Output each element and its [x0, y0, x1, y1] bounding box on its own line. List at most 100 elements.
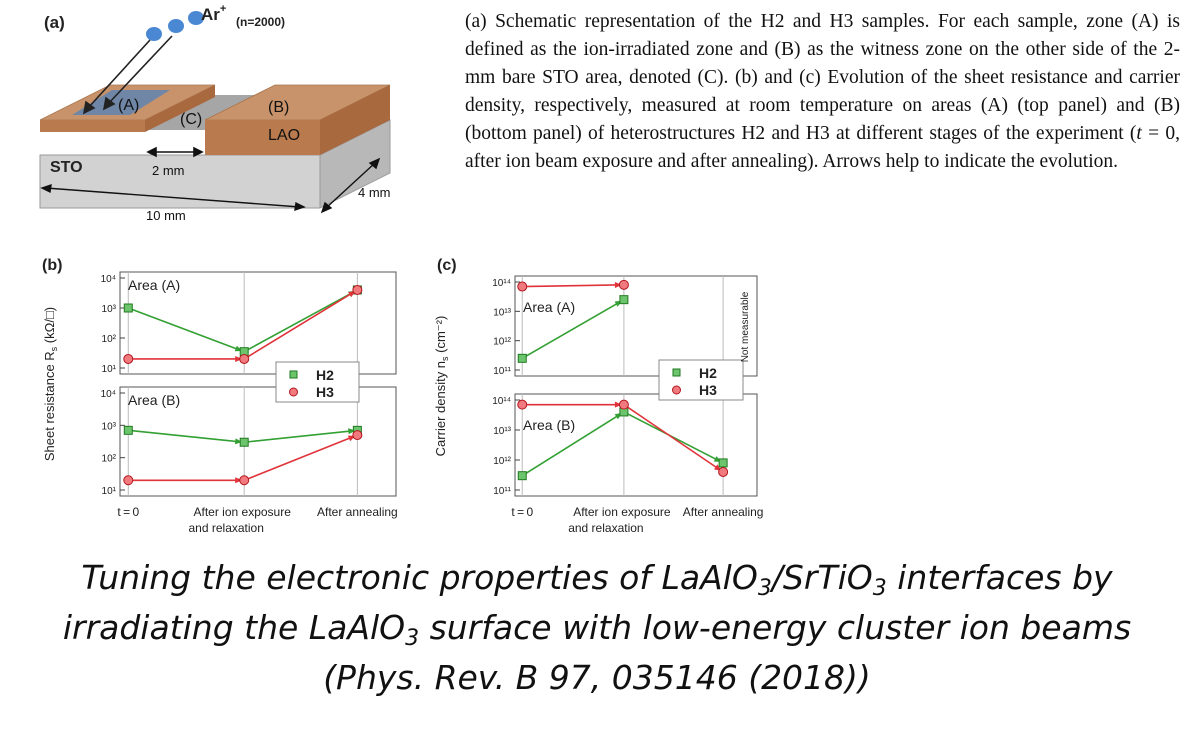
y-tick-label: 10⁴: [101, 389, 116, 400]
y-tick-label: 10¹¹: [493, 486, 511, 497]
series-segment-h2: [521, 414, 619, 477]
y-axis-label: Sheet resistance Rs (kΩ/□): [42, 307, 59, 461]
zone-a-label: (A): [118, 97, 139, 114]
lao-block-a-front: [40, 120, 145, 132]
data-point-h3: [239, 475, 250, 486]
x-tick-label: and relaxation: [189, 521, 264, 535]
schematic-figure: (a) Ar+ (n=2000) (A) (C) (B) LAO STO 2 m…: [39, 3, 391, 223]
data-point-h3: [352, 430, 363, 441]
data-point-h3: [352, 284, 363, 295]
y-axis-label: Carrier density ns (cm⁻²): [433, 316, 450, 457]
irradiated-zone: [72, 90, 170, 115]
figure-caption: (a) Schematic representation of the H2 a…: [465, 8, 1180, 176]
ion-count-label: (n=2000): [236, 15, 285, 29]
legend-marker-h3: [672, 385, 681, 395]
title-line-2: irradiating the LaAlO3 surface with low-…: [62, 608, 1132, 651]
series-segment-h3: [522, 284, 617, 288]
x-tick-label: After annealing: [317, 505, 398, 519]
zone-c-label: (C): [180, 111, 202, 128]
series-segment-h2: [243, 292, 352, 353]
caption-text-end: = 0, after ion beam exposure and after a…: [465, 123, 1180, 172]
legend-label-h2: H2: [699, 365, 717, 381]
series-segment-h3: [243, 292, 352, 360]
area-label: Area (A): [128, 277, 180, 293]
data-point-h3: [618, 279, 629, 290]
data-point-h3: [718, 466, 729, 477]
data-point-h3: [123, 475, 134, 486]
data-point-h3: [517, 281, 528, 292]
series-arrowhead-h3: [235, 477, 243, 484]
subpanel-frame: [119, 271, 397, 375]
sto-label: STO: [50, 159, 83, 176]
series-segment-h3: [623, 403, 718, 469]
legend-label-h3: H3: [316, 384, 334, 400]
sheet-resistance-chart: (b) Sheet resistance Rs (kΩ/□) 10¹ 10² 10³ 10…: [42, 257, 398, 535]
y-tick-label: 10²: [102, 334, 117, 345]
lao-block-a-side: [145, 85, 215, 132]
data-point-h2: [517, 471, 527, 481]
data-point-h2: [239, 437, 249, 447]
legend-marker-h2: [289, 370, 298, 379]
subpanel-frame: [514, 393, 758, 497]
panel-a-label: (a): [44, 13, 65, 32]
data-point-h2: [619, 295, 629, 305]
ion-cluster-icon: [146, 27, 162, 41]
ion-charge: +: [220, 3, 226, 15]
legend-box: [275, 361, 360, 403]
legend-label-h3: H3: [699, 382, 717, 398]
x-tick-label: t = 0: [511, 505, 533, 519]
x-tick-label: t = 0: [117, 505, 139, 519]
y-tick-label: 10¹: [102, 486, 117, 497]
gap-dimension-arrow: [146, 146, 204, 158]
subpanel-frame: [119, 386, 397, 497]
legend-box: [658, 359, 744, 401]
lao-block-b-front: [205, 120, 320, 155]
y-tick-label: 10¹³: [493, 307, 511, 318]
series-segment-h2: [244, 430, 351, 444]
area-label: Area (B): [523, 417, 575, 433]
legend-label-h2: H2: [316, 367, 334, 383]
data-point-h3: [239, 353, 250, 364]
length-dimension-arrow: [40, 183, 306, 212]
area-label: Area (A): [523, 299, 575, 315]
x-tick-label: After ion exposure: [194, 505, 292, 519]
not-measurable-annotation: Not measurable: [740, 291, 751, 362]
subpanel-frame: [514, 275, 758, 377]
y-tick-label: 10¹⁴: [492, 396, 511, 407]
legend-marker-h3: [289, 387, 298, 397]
gap-dimension-label: 2 mm: [152, 163, 185, 178]
ion-cluster-icon: [168, 19, 184, 33]
y-tick-label: 10¹²: [493, 456, 511, 467]
panel-label: (c): [437, 257, 457, 274]
data-point-h3: [618, 399, 629, 410]
y-tick-label: 10¹: [102, 364, 117, 375]
carrier-density-chart: (c) Carrier density ns (cm⁻²) 10¹¹ 10¹² 10¹³…: [433, 257, 764, 535]
x-tick-label: After annealing: [683, 505, 764, 519]
data-point-h3: [517, 399, 528, 410]
data-point-h2: [718, 458, 728, 468]
y-tick-label: 10¹³: [493, 426, 511, 437]
ion-label: Ar: [201, 5, 220, 24]
series-arrowhead-h3: [614, 401, 622, 408]
lao-label: LAO: [268, 127, 300, 144]
data-point-h2: [123, 425, 133, 435]
data-point-h2: [517, 353, 527, 363]
area-label: Area (B): [128, 392, 180, 408]
y-tick-label: 10¹²: [493, 337, 511, 348]
series-segment-h2: [127, 307, 238, 350]
y-tick-label: 10¹⁴: [492, 278, 511, 289]
series-arrowhead-h3: [614, 281, 622, 288]
y-tick-label: 10³: [102, 304, 117, 315]
length-dimension-label: 10 mm: [146, 208, 186, 223]
width-dimension-arrow: [320, 157, 381, 214]
y-tick-label: 10⁴: [101, 274, 116, 285]
series-segment-h2: [521, 302, 619, 360]
y-tick-label: 10¹¹: [493, 366, 511, 377]
caption-text: (a) Schematic representation of the H2 a…: [465, 11, 1180, 144]
panel-label: (b): [42, 257, 62, 274]
series-arrowhead-h2: [234, 438, 243, 445]
series-arrowhead-h2: [348, 428, 356, 435]
series-segment-h2: [128, 429, 238, 443]
x-tick-label: After ion exposure: [573, 505, 671, 519]
legend-marker-h2: [672, 368, 681, 377]
